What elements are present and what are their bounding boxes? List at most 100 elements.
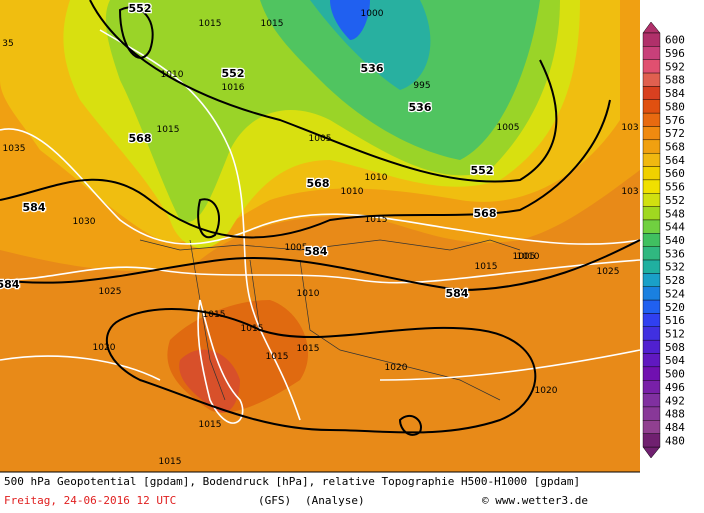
colorbar-swatch xyxy=(642,179,661,194)
colorbar-label: 504 xyxy=(665,354,685,367)
height-contour xyxy=(105,308,537,434)
contour-label: 1015 xyxy=(199,420,222,430)
colorbar-swatch xyxy=(642,206,661,221)
colorbar-label: 560 xyxy=(665,167,685,180)
contour-label: 536 xyxy=(361,62,384,75)
colorbar-top-arrow xyxy=(642,21,661,34)
colorbar-swatch xyxy=(642,299,661,314)
colorbar-swatch xyxy=(642,59,661,74)
colorbar-swatch xyxy=(642,193,661,207)
colorbar-label: 564 xyxy=(665,154,685,167)
contour-label: 1030 xyxy=(73,217,96,227)
colorbar-label: 540 xyxy=(665,234,685,247)
colorbar-label: 480 xyxy=(665,434,685,447)
isobar xyxy=(197,299,244,424)
colorbar-label: 544 xyxy=(665,221,685,234)
contour-label: 35 xyxy=(2,39,13,49)
contour-label: 552 xyxy=(222,67,245,80)
colorbar-label: 500 xyxy=(665,368,685,381)
contour-label: 584 xyxy=(305,245,328,258)
colorbar-swatch xyxy=(642,233,661,247)
contour-label: 568 xyxy=(307,177,330,190)
colorbar-label: 552 xyxy=(665,194,685,207)
colorbar-swatch xyxy=(642,46,661,60)
contour-label: 1015 xyxy=(475,262,498,272)
contour-label: 1005 xyxy=(309,134,332,144)
map-borders xyxy=(139,239,521,401)
colorbar-label: 496 xyxy=(665,381,685,394)
contour-label: 1005 xyxy=(285,243,308,253)
footer-background xyxy=(0,472,704,513)
contour-labels: 552 552 1016 1000 536 995 536 1015 1010 1015 568 10… xyxy=(0,1,639,467)
colorbar-swatch xyxy=(642,139,661,154)
colorbar-label: 596 xyxy=(665,47,685,60)
field-580 xyxy=(179,349,240,413)
contour-label: 1016 xyxy=(222,83,245,93)
contour-label: 1015 xyxy=(261,19,284,29)
colorbar-swatch xyxy=(642,72,661,87)
colorbar-label: 520 xyxy=(665,301,685,314)
colorbar: 6005965925885845805765725685645605565525… xyxy=(642,21,685,459)
colorbar-label: 568 xyxy=(665,141,685,154)
footer-date: Freitag, 24-06-2016 12 UTC xyxy=(4,494,176,507)
contour-label: 1010 xyxy=(161,70,184,80)
colorbar-swatch xyxy=(642,246,661,261)
colorbar-swatch xyxy=(642,339,661,354)
contour-label: 552 xyxy=(129,2,152,15)
contour-label: 103 xyxy=(621,123,638,133)
colorbar-label: 584 xyxy=(665,87,685,100)
colorbar-swatch xyxy=(642,420,661,434)
contour-label: 1010 xyxy=(297,289,320,299)
colorbar-label: 556 xyxy=(665,181,685,194)
isobar xyxy=(0,128,641,245)
colorbar-label: 580 xyxy=(665,100,685,113)
colorbar-label: 588 xyxy=(665,74,685,87)
isobar xyxy=(99,29,301,421)
contour-label: 1010 xyxy=(341,187,364,197)
colorbar-label: 572 xyxy=(665,127,685,140)
colorbar-swatch xyxy=(642,126,661,141)
height-contour xyxy=(0,99,611,239)
colorbar-label: 524 xyxy=(665,287,685,300)
contour-label: 1005 xyxy=(513,252,536,262)
contour-label: 584 xyxy=(0,278,20,291)
contour-label: 1025 xyxy=(99,287,122,297)
colorbar-bottom-arrow xyxy=(642,446,661,459)
contour-label: 1015 xyxy=(159,457,182,467)
contour-label: 552 xyxy=(471,164,494,177)
height-contour xyxy=(89,0,558,183)
colorbar-swatch xyxy=(642,380,661,394)
map-area xyxy=(0,0,641,472)
contour-label: 1015 xyxy=(199,19,222,29)
colorbar-label: 576 xyxy=(665,114,685,127)
contour-label: 1015 xyxy=(157,125,180,135)
contour-label: 584 xyxy=(446,287,469,300)
footer-model: (GFS) xyxy=(258,494,291,507)
colorbar-swatch xyxy=(642,112,661,127)
contour-label: 1015 xyxy=(365,215,388,225)
contour-label: 1020 xyxy=(535,386,558,396)
contour-label: 1020 xyxy=(93,343,116,353)
colorbar-swatch xyxy=(642,366,661,381)
colorbar-label: 592 xyxy=(665,60,685,73)
contour-label: 568 xyxy=(129,132,152,145)
colorbar-label: 528 xyxy=(665,274,685,287)
contour-label: 536 xyxy=(409,101,432,114)
footer-run: (Analyse) xyxy=(305,494,365,507)
contour-label: 1035 xyxy=(3,144,26,154)
colorbar-label: 548 xyxy=(665,207,685,220)
colorbar-swatch xyxy=(642,286,661,301)
colorbar-swatch xyxy=(642,353,661,368)
contour-label: 1000 xyxy=(361,9,384,19)
contour-label: 1005 xyxy=(497,123,520,133)
colorbar-label: 508 xyxy=(665,341,685,354)
colorbar-swatch xyxy=(642,32,661,47)
contour-label: 1015 xyxy=(203,310,226,320)
contour-label: 995 xyxy=(413,81,430,91)
colorbar-label: 512 xyxy=(665,327,685,340)
colorbar-label: 488 xyxy=(665,408,685,421)
contour-label: 584 xyxy=(23,201,46,214)
contour-label: 1015 xyxy=(241,324,264,334)
colorbar-swatch xyxy=(642,406,661,421)
